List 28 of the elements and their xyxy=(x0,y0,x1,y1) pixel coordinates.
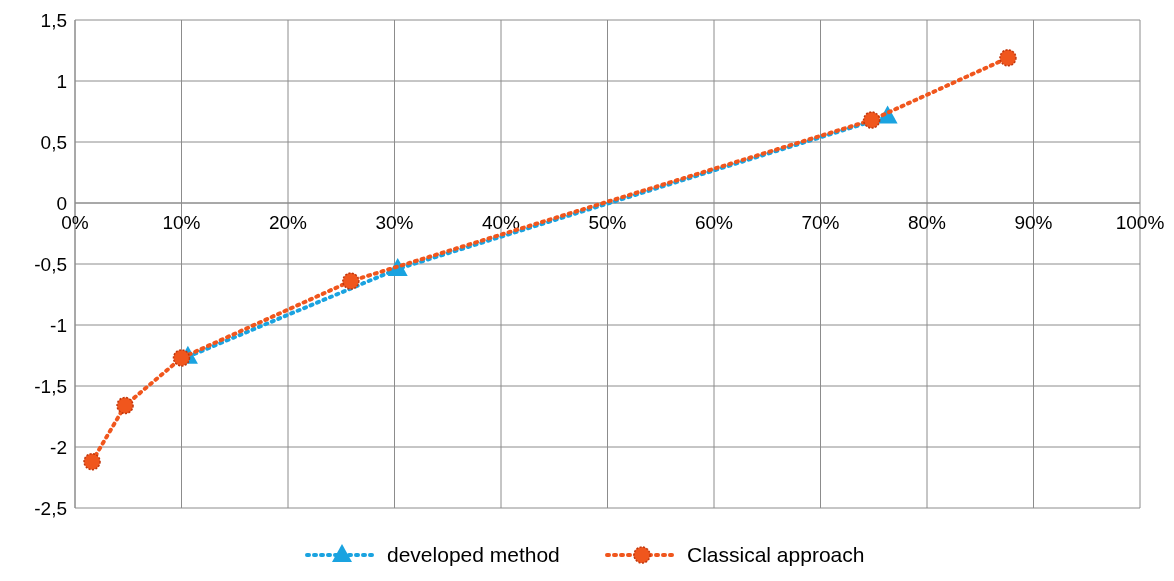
point xyxy=(83,452,101,471)
y-tick-label: 0,5 xyxy=(40,131,67,153)
y-tick-label: 1 xyxy=(56,70,67,92)
x-tick-label: 30% xyxy=(375,212,414,233)
x-tick-label: 40% xyxy=(481,212,521,233)
y-tick-label: -1,5 xyxy=(34,375,67,397)
x-tick-label: 60% xyxy=(694,212,734,233)
y-tick-label: -1 xyxy=(50,314,67,336)
point xyxy=(172,349,191,367)
x-tick-label: 50% xyxy=(588,212,627,233)
y-tick-label: -2 xyxy=(50,436,67,458)
x-tick-label: 100% xyxy=(1115,212,1165,233)
x-tick-label: 0% xyxy=(61,212,89,233)
point xyxy=(862,111,881,129)
y-tick-label: -2,5 xyxy=(34,497,67,519)
x-tick-label: 70% xyxy=(801,212,840,233)
y-tick-label: 1,5 xyxy=(40,9,67,31)
x-tick-label: 10% xyxy=(162,212,201,233)
x-tick-label: 20% xyxy=(268,212,308,233)
x-tick-label: 80% xyxy=(907,212,947,233)
y-tick-label: -0,5 xyxy=(34,253,67,275)
x-tick-label: 90% xyxy=(1014,212,1053,233)
legend-label: Classical approach xyxy=(687,543,865,567)
y-tick-label: 0 xyxy=(56,192,67,214)
point xyxy=(116,396,134,415)
legend-label: developed method xyxy=(387,543,560,567)
point xyxy=(342,272,360,290)
point xyxy=(999,49,1017,67)
